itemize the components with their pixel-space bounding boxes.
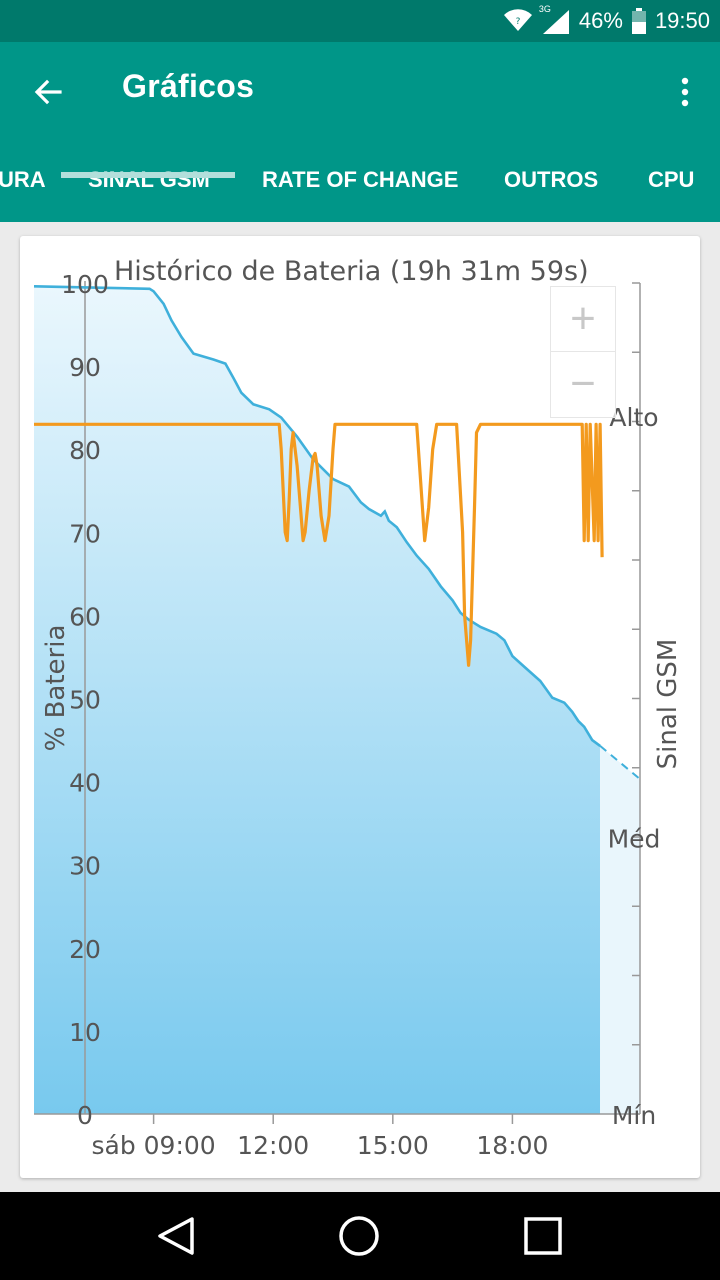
y-tick-label: 30 — [69, 852, 101, 881]
y2-axis-labels: Mín Méd Alto — [608, 403, 661, 1130]
y-tick-label: 0 — [77, 1101, 93, 1130]
y-axis-title: % Bateria — [41, 625, 71, 752]
tab-cpu[interactable]: CPU — [648, 167, 695, 192]
y-tick-label: 100 — [61, 270, 109, 299]
navigation-bar — [0, 1192, 720, 1280]
triangle-back-icon — [158, 1217, 194, 1255]
tab-rate-of-change[interactable]: RATE OF CHANGE — [262, 167, 459, 192]
tab-outros[interactable]: OUTROS — [504, 167, 599, 192]
zoom-controls: + − — [550, 286, 616, 418]
app-bar: Gráficos URA SINAL GSM RATE OF CHANGE OU… — [0, 42, 720, 222]
status-bar-right: ? 3G 46% 19:50 — [503, 0, 710, 42]
tab-ura[interactable]: URA — [0, 167, 46, 192]
tab-sinal-gsm[interactable]: SINAL GSM — [88, 167, 210, 192]
y2-tick-label: Méd — [608, 824, 661, 853]
battery-projection-line — [599, 745, 641, 780]
x-tick-label: 15:00 — [357, 1131, 429, 1160]
network-type-label: 3G — [538, 4, 551, 14]
tab-bar: URA SINAL GSM RATE OF CHANGE OUTROS CPU — [0, 152, 720, 222]
zoom-in-button[interactable]: + — [570, 294, 596, 343]
nav-home-button[interactable] — [331, 1208, 387, 1264]
right-axis-ticks — [632, 282, 640, 1115]
chart-title: Histórico de Bateria (19h 31m 59s) — [114, 256, 589, 287]
signal-icon: 3G — [539, 4, 571, 34]
x-tick-label: 12:00 — [237, 1131, 309, 1160]
x-tick-label: sáb 09:00 — [91, 1131, 215, 1160]
battery-percent: 46% — [578, 8, 623, 33]
active-tab-indicator — [61, 172, 235, 178]
y-tick-label: 10 — [69, 1018, 101, 1047]
nav-back-button[interactable] — [148, 1208, 204, 1264]
overflow-menu-button[interactable] — [670, 70, 700, 114]
x-tick-label: 18:00 — [476, 1131, 548, 1160]
y-tick-label: 50 — [69, 686, 101, 715]
page-title: Gráficos — [122, 68, 255, 104]
y2-axis-title: Sinal GSM — [653, 639, 683, 770]
status-bar: ? 3G 46% 19:50 — [0, 0, 720, 42]
y-tick-label: 40 — [69, 769, 101, 798]
square-recents-icon — [524, 1217, 562, 1255]
y-tick-label: 60 — [69, 602, 101, 631]
chart-card: 0 10 20 30 40 50 60 70 80 90 100 Mín Méd Alto sáb 09… — [20, 236, 700, 1178]
y2-tick-label: Alto — [609, 403, 658, 432]
x-axis-ticks — [152, 1114, 514, 1124]
back-button[interactable] — [26, 70, 70, 114]
arrow-left-icon — [34, 79, 62, 105]
battery-area-fill — [34, 286, 601, 1114]
y-axis-labels: 0 10 20 30 40 50 60 70 80 90 100 — [61, 270, 109, 1130]
y-tick-label: 70 — [69, 519, 101, 548]
zoom-out-button[interactable]: − — [551, 351, 615, 416]
y2-tick-label: Mín — [612, 1101, 656, 1130]
gsm-series-line — [34, 422, 604, 667]
y-tick-label: 80 — [69, 436, 101, 465]
battery-projection-fill — [600, 745, 640, 1114]
svg-text:?: ? — [516, 17, 521, 27]
battery-chart[interactable]: 0 10 20 30 40 50 60 70 80 90 100 Mín Méd Alto sáb 09… — [20, 236, 700, 1178]
battery-icon — [631, 8, 646, 34]
more-vert-icon — [681, 77, 689, 107]
y-tick-label: 20 — [69, 935, 101, 964]
battery-series-line — [33, 285, 601, 747]
clock: 19:50 — [654, 8, 710, 33]
circle-home-icon — [339, 1216, 379, 1256]
nav-recents-button[interactable] — [515, 1208, 571, 1264]
x-axis-labels: sáb 09:00 12:00 15:00 18:00 — [91, 1131, 548, 1160]
wifi-icon: ? — [503, 9, 532, 31]
y-tick-label: 90 — [69, 353, 101, 382]
